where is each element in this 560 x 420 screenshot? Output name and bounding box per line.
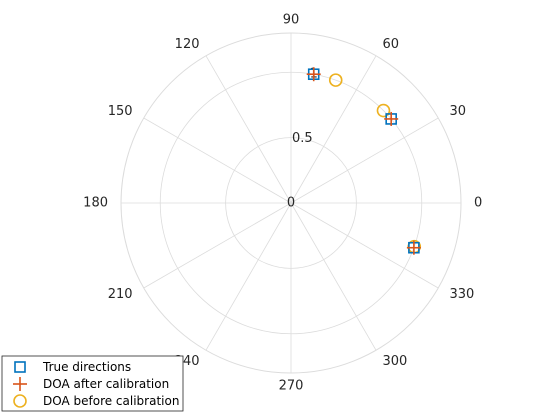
spoke-120 — [205, 55, 292, 204]
theta-tick-label: 90 — [283, 13, 300, 28]
legend-box — [1, 355, 184, 412]
legend-marker-square — [14, 361, 26, 373]
theta-tick-label: 330 — [449, 287, 474, 302]
marker-circle — [328, 73, 343, 87]
theta-tick-label: 300 — [383, 354, 408, 369]
legend-label: DOA after calibration — [43, 377, 169, 391]
spoke-240 — [205, 202, 292, 351]
spoke-30 — [290, 117, 439, 204]
marker-plus — [384, 111, 399, 126]
marker-circle — [376, 103, 391, 118]
theta-tick-label: 180 — [83, 196, 108, 211]
marker-plus — [406, 240, 421, 255]
legend-label: True directions — [42, 360, 131, 374]
marker-plus — [306, 67, 321, 82]
spoke-300 — [290, 202, 377, 351]
theta-tick-label: 60 — [383, 37, 400, 52]
r-ring-0 — [225, 137, 357, 269]
spoke-330 — [290, 202, 439, 289]
legend-label: DOA before calibration — [43, 394, 179, 408]
legend-marker-circle — [13, 394, 27, 408]
r-ring-1 — [159, 71, 423, 335]
outer-ring — [120, 32, 462, 374]
theta-tick-label: 150 — [108, 104, 133, 119]
theta-tick-label: 270 — [279, 379, 304, 394]
theta-tick-label: 120 — [175, 37, 200, 52]
polar-grid — [120, 32, 462, 374]
r-tick-label: 0.5 — [292, 131, 313, 146]
theta-tick-label: 0 — [474, 196, 482, 211]
theta-tick-label: 30 — [449, 104, 466, 119]
theta-tick-label: 210 — [108, 287, 133, 302]
data-markers — [306, 67, 422, 255]
spoke-210 — [143, 202, 292, 289]
r-tick-label: 0 — [287, 196, 295, 211]
legend-marker-plus — [13, 377, 27, 391]
spoke-60 — [290, 55, 377, 204]
legend: True directions DOA after calibration DOA … — [1, 355, 184, 412]
spoke-150 — [143, 117, 292, 204]
